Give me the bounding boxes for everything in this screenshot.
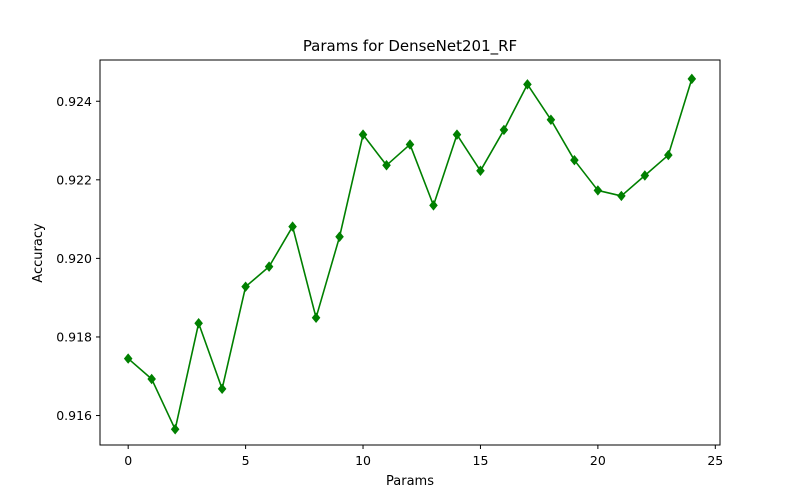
x-tick-label: 5 <box>242 453 250 468</box>
x-tick-label: 10 <box>355 453 371 468</box>
plot-area <box>123 73 697 435</box>
y-axis-label: Accuracy <box>31 223 46 283</box>
data-point <box>217 383 227 395</box>
data-point <box>288 221 297 232</box>
y-tick-label: 0.924 <box>56 94 92 109</box>
data-point <box>523 79 532 90</box>
x-tick-label: 25 <box>707 453 723 468</box>
data-point <box>382 160 391 171</box>
y-tick-label: 0.916 <box>56 408 92 423</box>
data-point <box>241 281 250 292</box>
data-point <box>664 149 673 161</box>
data-point <box>452 129 462 140</box>
data-point <box>170 424 180 435</box>
data-point <box>429 200 438 211</box>
data-point <box>546 114 556 125</box>
y-tick-label: 0.920 <box>56 251 92 266</box>
x-axis-label: Params <box>386 474 434 489</box>
data-point <box>405 139 415 150</box>
data-point <box>593 185 603 196</box>
axes-frame <box>99 59 721 446</box>
data-point <box>264 261 274 272</box>
data-point <box>335 231 344 243</box>
y-tick-label: 0.918 <box>56 329 92 344</box>
chart-title: Params for DenseNet201_RF <box>303 37 517 56</box>
data-point <box>311 312 321 323</box>
data-point <box>123 353 133 364</box>
data-point <box>476 165 485 177</box>
x-tick-label: 20 <box>590 453 606 468</box>
axes: 0 5 10 15 20 25 0.916 0.918 0.920 0.922 0.924 <box>56 59 723 468</box>
data-point <box>147 373 156 385</box>
data-point <box>640 170 650 181</box>
x-tick-label: 0 <box>124 453 132 468</box>
data-point <box>358 129 368 140</box>
data-point <box>499 124 509 136</box>
y-tick-label: 0.922 <box>56 172 92 187</box>
data-point <box>687 73 697 85</box>
data-point <box>194 317 203 329</box>
data-point <box>617 190 626 202</box>
x-tick-label: 15 <box>473 453 489 468</box>
data-point <box>570 154 579 166</box>
